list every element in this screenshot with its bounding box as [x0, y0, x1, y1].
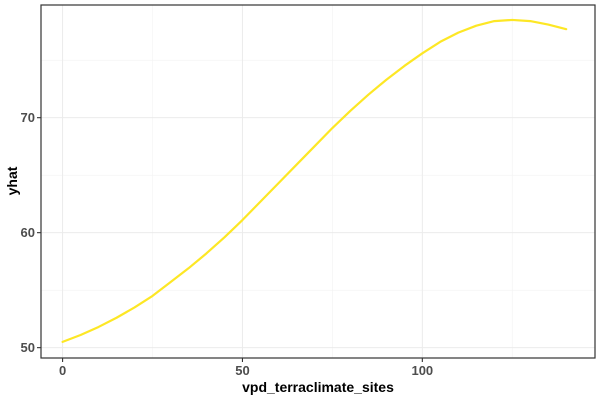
axis-ticks: 0 50 100 50 60 70	[21, 110, 434, 378]
y-tick-label: 60	[21, 225, 35, 240]
x-tick-label: 100	[411, 363, 433, 378]
y-axis-title: yhat	[4, 166, 20, 195]
x-axis-title: vpd_terraclimate_sites	[242, 379, 394, 395]
x-tick-label: 50	[235, 363, 249, 378]
plot-background	[41, 5, 595, 358]
y-tick-label: 70	[21, 110, 35, 125]
minor-gridlines	[41, 5, 595, 358]
y-tick-label: 50	[21, 340, 35, 355]
series-line	[61, 18, 568, 343]
series-layer	[61, 18, 568, 343]
plot-border	[40, 4, 596, 359]
x-tick-label: 0	[59, 363, 66, 378]
major-gridlines	[41, 5, 595, 358]
